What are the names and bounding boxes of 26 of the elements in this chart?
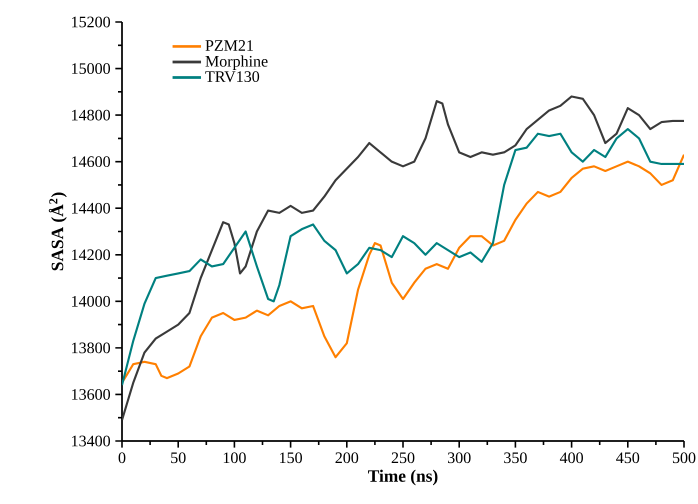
y-tick-label: 14200	[72, 249, 110, 260]
x-tick-label: 350	[504, 452, 527, 464]
y-tick-label: 15200	[72, 16, 110, 28]
x-tick-label: 50	[171, 452, 186, 464]
x-tick-label: 150	[280, 452, 302, 464]
x-tick-label: 500	[672, 452, 696, 464]
y-axis-title: SASA (Å$^{2}$)	[48, 192, 67, 270]
x-tick-label: 0	[118, 452, 126, 464]
y-tick-label: 14800	[72, 110, 110, 120]
x-tick-label: 400	[560, 452, 583, 464]
y-tick-label: 13800	[72, 342, 110, 354]
y-tick-label: 13400	[72, 436, 110, 446]
y-tick-label: 15000	[72, 63, 110, 74]
y-tick-label: 14600	[72, 156, 110, 168]
x-tick-label: 100	[224, 452, 246, 464]
legend-label: TRV130	[205, 71, 260, 82]
x-tick-label: 200	[336, 452, 358, 464]
y-tick-label: 14000	[72, 296, 110, 307]
legend-label: Morphine	[205, 55, 268, 70]
x-tick-label: 450	[616, 452, 640, 464]
legend-label: PZM21	[205, 40, 253, 51]
y-tick-label: 13600	[72, 389, 110, 400]
x-tick-label: 250	[392, 452, 414, 464]
x-axis-title: Time (ns)	[368, 470, 438, 486]
y-tick-label: 14400	[72, 202, 110, 214]
x-tick-label: 300	[448, 452, 471, 464]
